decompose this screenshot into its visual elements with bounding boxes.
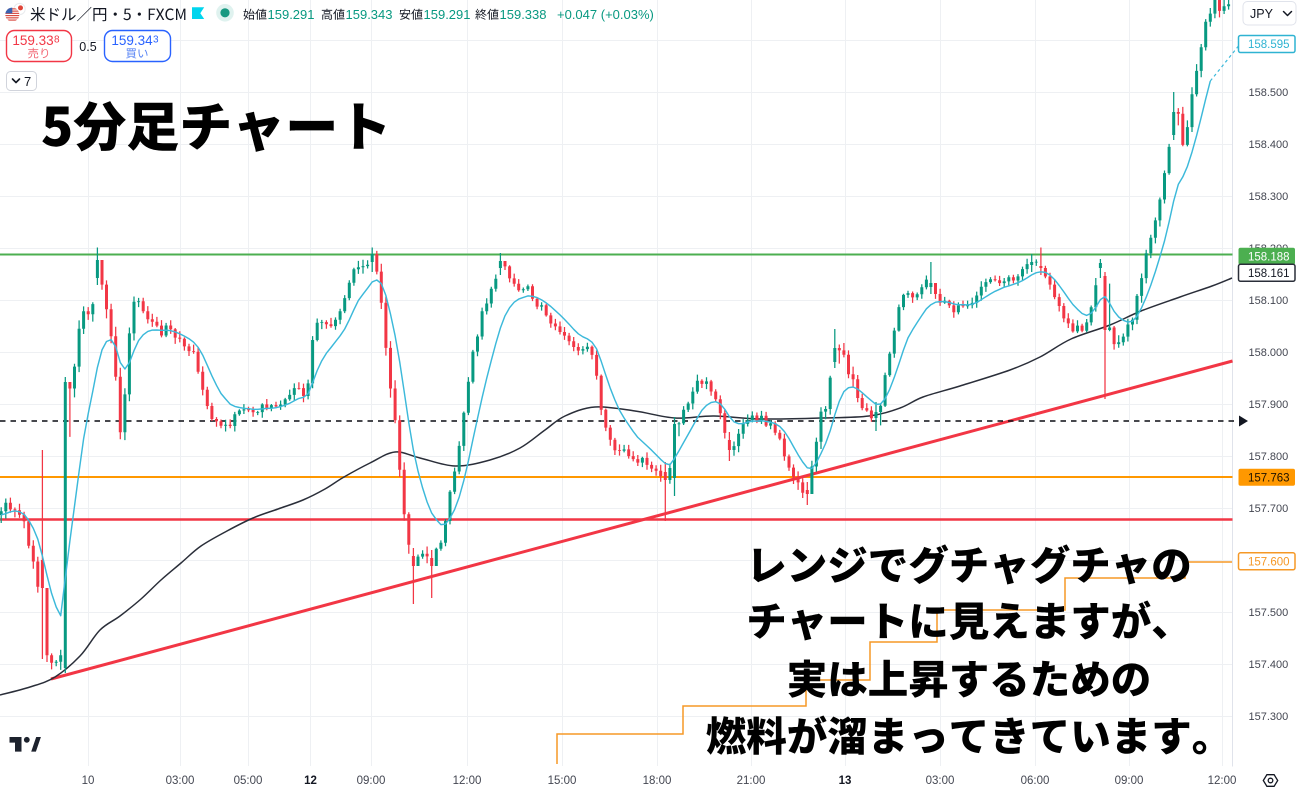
svg-text:0.5: 0.5 [79, 40, 96, 54]
svg-text:21:00: 21:00 [737, 775, 766, 787]
svg-text:18:00: 18:00 [643, 775, 672, 787]
svg-text:158.188: 158.188 [1248, 252, 1290, 264]
svg-text:157.300: 157.300 [1249, 711, 1289, 723]
svg-text:159.338: 159.338 [500, 7, 547, 22]
svg-text:157.900: 157.900 [1249, 399, 1289, 411]
svg-text:06:00: 06:00 [1021, 775, 1050, 787]
svg-text:157.400: 157.400 [1249, 659, 1289, 671]
svg-text:158.161: 158.161 [1248, 268, 1290, 280]
svg-text:03:00: 03:00 [166, 775, 195, 787]
svg-text:JPY: JPY [1250, 7, 1274, 21]
svg-text:158.300: 158.300 [1249, 191, 1289, 203]
svg-text:15:00: 15:00 [548, 775, 577, 787]
svg-text:13: 13 [839, 775, 852, 787]
svg-text:159.33: 159.33 [12, 33, 53, 48]
svg-text:158.400: 158.400 [1249, 139, 1289, 151]
svg-text:157.600: 157.600 [1248, 557, 1290, 569]
svg-text:159.343: 159.343 [346, 7, 393, 22]
svg-text:157.800: 157.800 [1249, 451, 1289, 463]
svg-text:157.763: 157.763 [1248, 473, 1290, 485]
svg-text:3: 3 [153, 35, 159, 46]
svg-text:10: 10 [82, 775, 95, 787]
svg-text:8: 8 [54, 35, 60, 46]
svg-text:159.291: 159.291 [424, 7, 471, 22]
svg-text:158.000: 158.000 [1249, 347, 1289, 359]
svg-text:158.595: 158.595 [1248, 39, 1290, 51]
svg-text:12:00: 12:00 [453, 775, 482, 787]
svg-text:09:00: 09:00 [357, 775, 386, 787]
svg-text:157.500: 157.500 [1249, 607, 1289, 619]
svg-text:159.291: 159.291 [268, 7, 315, 22]
svg-text:12:00: 12:00 [1208, 775, 1237, 787]
svg-text:157.700: 157.700 [1249, 503, 1289, 515]
svg-text:159.34: 159.34 [111, 33, 153, 48]
svg-text:09:00: 09:00 [1115, 775, 1144, 787]
svg-text:7: 7 [24, 74, 31, 89]
svg-text:+0.047 (+0.03%): +0.047 (+0.03%) [557, 7, 654, 22]
svg-text:12: 12 [304, 775, 317, 787]
svg-text:158.100: 158.100 [1249, 295, 1289, 307]
svg-text:05:00: 05:00 [234, 775, 263, 787]
svg-text:03:00: 03:00 [926, 775, 955, 787]
svg-text:158.500: 158.500 [1249, 87, 1289, 99]
